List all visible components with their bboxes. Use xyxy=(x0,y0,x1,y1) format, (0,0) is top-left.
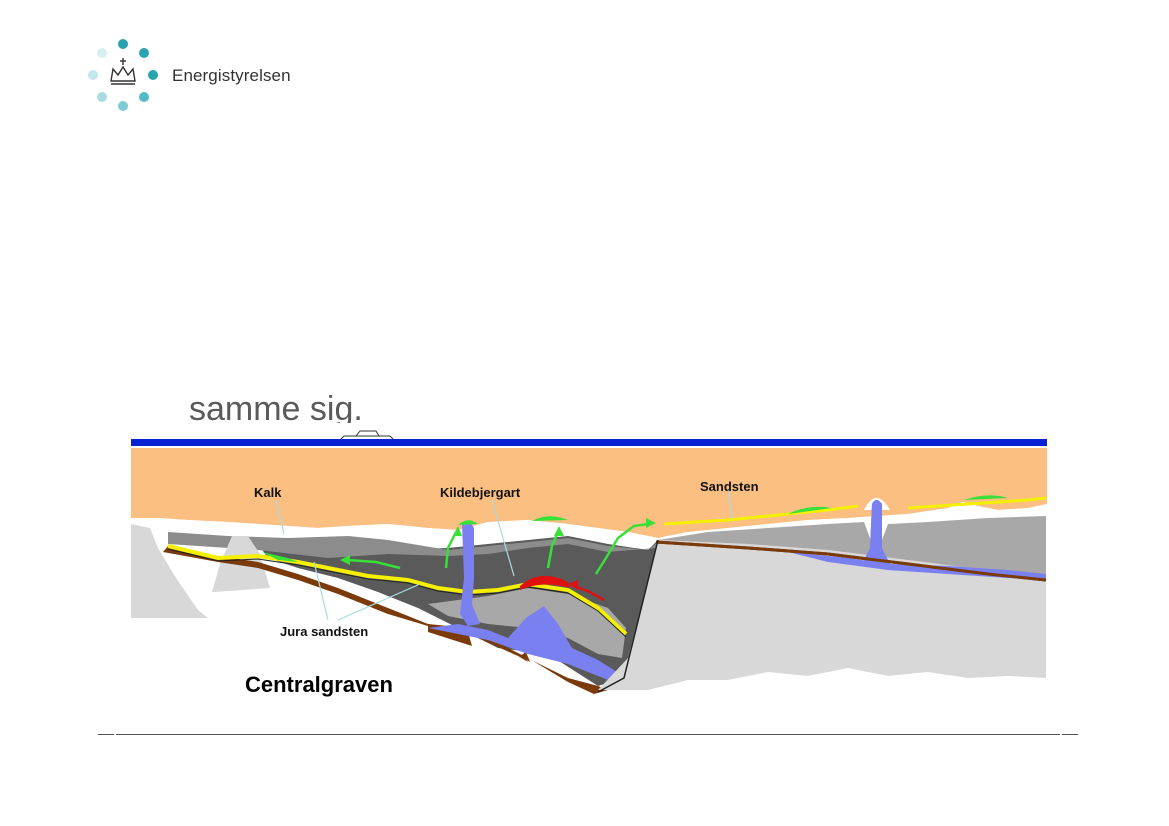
hydrocarbon-trap-1 xyxy=(458,520,478,525)
footer-rule xyxy=(116,734,1060,735)
source-rock-kitchen xyxy=(520,575,570,590)
arrowhead-center xyxy=(554,526,564,536)
migration-arrow-diapir xyxy=(444,531,458,569)
footer-rule-left xyxy=(98,734,114,735)
logo-dot-top xyxy=(118,39,128,49)
migration-arrowheads xyxy=(340,518,656,565)
logo-dot-top-right xyxy=(139,48,149,58)
label-jura-sandsten: Jura sandsten xyxy=(280,624,368,639)
pointer-jura-sandsten-1 xyxy=(313,561,329,621)
crown-icon xyxy=(110,58,136,85)
logo-dot-right xyxy=(148,70,158,80)
brand-name: Energistyrelsen xyxy=(172,66,291,85)
label-centralgraven: Centralgraven xyxy=(245,672,393,697)
basement-top-line-right-front xyxy=(655,540,1047,582)
label-sandsten: Sandsten xyxy=(700,479,759,494)
logo-dot-bottom-left xyxy=(97,92,107,102)
salt-diapir-right-front xyxy=(862,500,890,564)
jura-sandstone-edge xyxy=(167,548,627,638)
fault-block-base xyxy=(163,546,608,694)
hydrocarbon-trap-5 xyxy=(262,552,298,562)
footer-rule-right xyxy=(1062,734,1078,735)
arrowhead-right xyxy=(646,518,656,528)
jura-sandstone-layer xyxy=(167,544,628,636)
pointer-jura-sandsten-2 xyxy=(337,583,421,621)
migration-arrow-left xyxy=(347,558,401,570)
shale-layer-right xyxy=(658,516,1046,576)
pointer-sandsten xyxy=(727,489,733,519)
chalk-layer xyxy=(131,448,1047,538)
label-pointers xyxy=(275,489,733,621)
label-kildebjergart: Kildebjergart xyxy=(440,485,521,500)
hydrocarbon-trap-4 xyxy=(964,495,1008,500)
energistyrelsen-logo-icon xyxy=(88,39,158,111)
migration-arrow-center xyxy=(546,531,560,569)
hydrocarbon-trap-2 xyxy=(532,516,568,521)
source-migration-arrowhead xyxy=(568,580,578,590)
mid-shale-layer xyxy=(168,532,658,558)
geological-cross-section: Kalk Kildebjergart Sandsten Jura sandste… xyxy=(131,430,1047,697)
basement-horst-left xyxy=(131,524,208,618)
pointer-kalk xyxy=(275,499,285,535)
pointer-kildebjergart xyxy=(491,499,515,577)
label-kalk: Kalk xyxy=(254,485,282,500)
basement-block-right xyxy=(598,540,1046,690)
salt-diapir-left xyxy=(460,522,480,626)
migration-arrows xyxy=(347,522,649,575)
hydrocarbon-trap-3 xyxy=(788,506,832,514)
slide-title-fragment: samme sig. xyxy=(189,392,363,423)
sandstone-layer-far-right xyxy=(907,496,1047,510)
boat-icon xyxy=(338,430,396,441)
main-fault-line xyxy=(597,539,659,693)
logo-dot-top-left xyxy=(97,48,107,58)
source-migration-arrow xyxy=(573,584,605,602)
fault-step-2 xyxy=(520,652,530,662)
logo-dot-bottom xyxy=(118,101,128,111)
arrowhead-diapir xyxy=(453,526,462,536)
sea-layer xyxy=(131,439,1047,446)
arrowhead-left xyxy=(340,555,350,565)
logo-dot-bottom-right xyxy=(139,92,149,102)
migration-arrow-right xyxy=(594,522,649,575)
logo-dot-left xyxy=(88,70,98,80)
salt-pillow-graben xyxy=(428,606,620,680)
